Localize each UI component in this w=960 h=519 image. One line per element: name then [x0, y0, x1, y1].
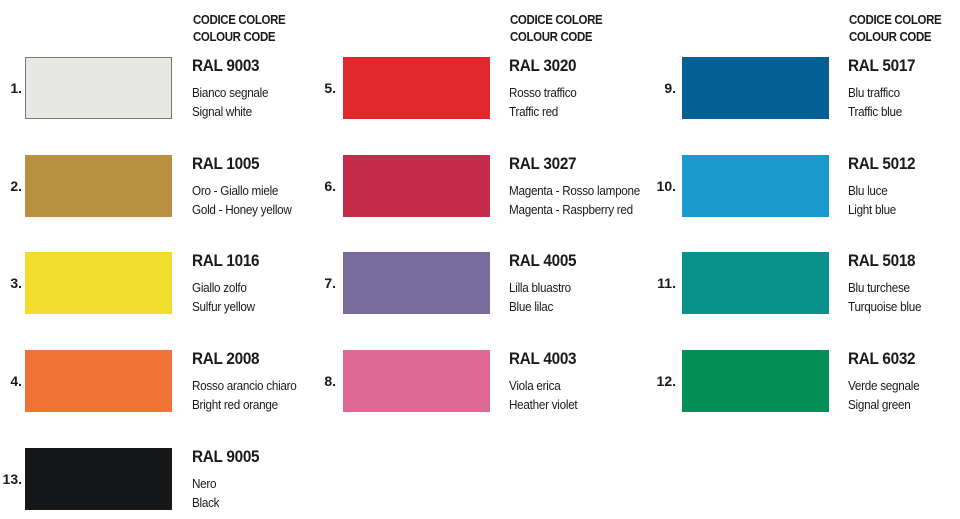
header-line-english: COLOUR CODE — [193, 30, 276, 44]
english-name: Gold - Honey yellow — [192, 201, 292, 217]
ral-code: RAL 5018 — [848, 251, 916, 270]
colour-swatch — [343, 350, 490, 412]
italian-name: Verde segnale — [848, 378, 920, 393]
colour-text: RAL 5012 Blu luce Light blue — [848, 154, 916, 219]
entry-number: 9. — [664, 80, 676, 96]
entry-number: 3. — [10, 275, 22, 291]
colour-text: RAL 3020 Rosso traffico Traffic red — [509, 56, 577, 121]
english-name: Light blue — [848, 201, 897, 217]
ral-code: RAL 5017 — [848, 56, 916, 75]
header-line-italian: CODICE COLORE — [193, 13, 286, 27]
ral-code: RAL 1005 — [192, 154, 260, 173]
ral-code: RAL 5012 — [848, 154, 916, 173]
colour-text: RAL 6032 Verde segnale Signal green — [848, 349, 920, 414]
ral-code: RAL 3027 — [509, 154, 577, 173]
italian-name: Giallo zolfo — [192, 280, 247, 295]
english-name: Black — [192, 494, 220, 510]
colour-swatch — [25, 448, 172, 510]
ral-code: RAL 9003 — [192, 56, 260, 75]
ral-code: RAL 4005 — [509, 251, 577, 270]
colour-text: RAL 9003 Bianco segnale Signal white — [192, 56, 269, 121]
entry-number: 2. — [10, 178, 22, 194]
colour-text: RAL 1005 Oro - Giallo miele Gold - Honey y… — [192, 154, 292, 219]
colour-swatch — [682, 252, 829, 314]
colour-text: RAL 4003 Viola erica Heather violet — [509, 349, 578, 414]
ral-code: RAL 3020 — [509, 56, 577, 75]
ral-code: RAL 2008 — [192, 349, 260, 368]
entry-number: 8. — [324, 373, 336, 389]
header-line-english: COLOUR CODE — [510, 30, 593, 44]
english-name: Turquoise blue — [848, 298, 922, 314]
english-name: Blue lilac — [509, 298, 554, 314]
ral-code: RAL 4003 — [509, 349, 577, 368]
italian-name: Oro - Giallo miele — [192, 183, 279, 198]
colour-text: RAL 5018 Blu turchese Turquoise blue — [848, 251, 921, 316]
italian-name: Rosso traffico — [509, 85, 577, 100]
english-name: Signal green — [848, 396, 911, 412]
colour-swatch — [682, 350, 829, 412]
header-line-italian: CODICE COLORE — [849, 13, 942, 27]
entry-number: 1. — [10, 80, 22, 96]
italian-name: Blu turchese — [848, 280, 910, 295]
colour-text: RAL 4005 Lilla bluastro Blue lilac — [509, 251, 577, 316]
colour-text: RAL 5017 Blu traffico Traffic blue — [848, 56, 916, 121]
colour-swatch — [25, 252, 172, 314]
column-header: CODICE COLORE COLOUR CODE — [849, 12, 942, 46]
italian-name: Rosso arancio chiaro — [192, 378, 297, 393]
italian-name: Viola erica — [509, 378, 561, 393]
ral-code: RAL 9005 — [192, 447, 260, 466]
italian-name: Bianco segnale — [192, 85, 269, 100]
italian-name: Blu luce — [848, 183, 888, 198]
english-name: Heather violet — [509, 396, 578, 412]
colour-swatch — [682, 57, 829, 119]
english-name: Sulfur yellow — [192, 298, 255, 314]
colour-swatch — [343, 155, 490, 217]
entry-number: 12. — [656, 373, 676, 389]
entry-number: 4. — [10, 373, 22, 389]
english-name: Traffic blue — [848, 103, 902, 119]
colour-swatch — [25, 155, 172, 217]
entry-number: 13. — [2, 471, 22, 487]
header-line-english: COLOUR CODE — [849, 30, 932, 44]
italian-name: Lilla bluastro — [509, 280, 571, 295]
italian-name: Nero — [192, 476, 217, 491]
colour-swatch — [25, 350, 172, 412]
colour-swatch — [343, 252, 490, 314]
entry-number: 10. — [656, 178, 676, 194]
colour-text: RAL 1016 Giallo zolfo Sulfur yellow — [192, 251, 260, 316]
colour-text: RAL 3027 Magenta - Rosso lampone Magenta -… — [509, 154, 640, 219]
header-line-italian: CODICE COLORE — [510, 13, 603, 27]
entry-number: 11. — [657, 275, 676, 291]
colour-text: RAL 9005 Nero Black — [192, 447, 260, 512]
column-header: CODICE COLORE COLOUR CODE — [193, 12, 286, 46]
entry-number: 5. — [324, 80, 336, 96]
colour-swatch — [682, 155, 829, 217]
column-header: CODICE COLORE COLOUR CODE — [510, 12, 603, 46]
english-name: Traffic red — [509, 103, 559, 119]
english-name: Bright red orange — [192, 396, 278, 412]
english-name: Magenta - Raspberry red — [509, 201, 633, 217]
colour-text: RAL 2008 Rosso arancio chiaro Bright red o… — [192, 349, 297, 414]
english-name: Signal white — [192, 103, 252, 119]
ral-code: RAL 1016 — [192, 251, 260, 270]
italian-name: Magenta - Rosso lampone — [509, 183, 641, 198]
ral-code: RAL 6032 — [848, 349, 916, 368]
colour-swatch — [25, 57, 172, 119]
entry-number: 6. — [324, 178, 336, 194]
entry-number: 7. — [324, 275, 336, 291]
italian-name: Blu traffico — [848, 85, 900, 100]
colour-swatch — [343, 57, 490, 119]
